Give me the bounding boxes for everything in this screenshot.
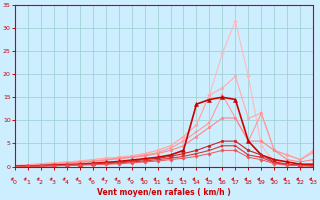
X-axis label: Vent moyen/en rafales ( km/h ): Vent moyen/en rafales ( km/h )	[97, 188, 231, 197]
